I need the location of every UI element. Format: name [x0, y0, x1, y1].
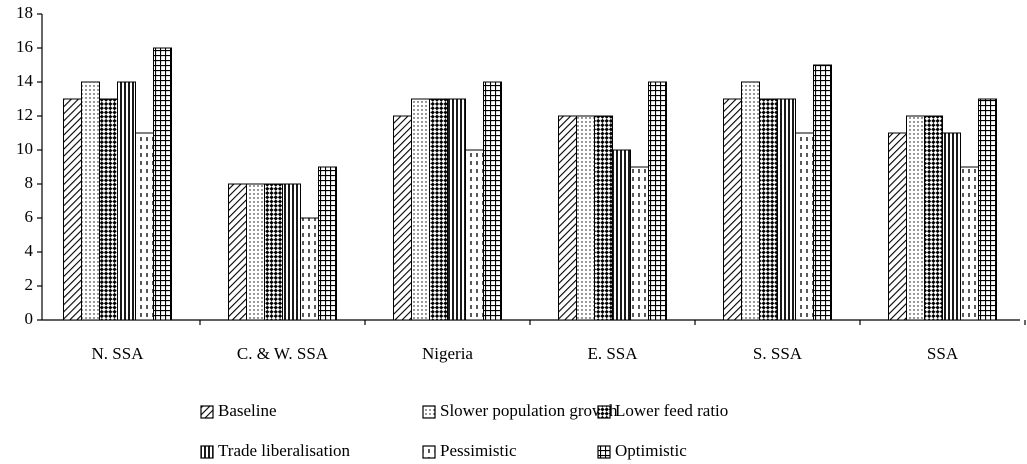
legend-label: Optimistic	[615, 441, 687, 460]
legend-label: Trade liberalisation	[218, 441, 351, 460]
x-tick-label: C. & W. SSA	[237, 344, 329, 363]
legend-label: Lower feed ratio	[615, 401, 728, 420]
legend-swatch	[597, 445, 611, 459]
bar	[777, 98, 796, 321]
bar	[648, 81, 667, 321]
bar	[411, 98, 430, 321]
bar	[723, 98, 742, 321]
legend-label: Baseline	[218, 401, 277, 420]
y-tick-label: 14	[16, 71, 34, 90]
legend-swatch	[422, 445, 436, 459]
bar	[99, 98, 118, 321]
legend-swatch	[597, 405, 611, 419]
y-tick-label: 16	[16, 37, 33, 56]
bar	[135, 132, 154, 321]
x-tick-label: N. SSA	[92, 344, 145, 363]
y-tick-label: 4	[25, 241, 34, 260]
bar	[924, 115, 943, 321]
legend-swatch	[422, 405, 436, 419]
bar	[978, 98, 997, 321]
x-tick-label: SSA	[927, 344, 959, 363]
bar	[813, 64, 832, 321]
bar	[465, 149, 484, 321]
bar	[960, 166, 979, 321]
y-tick-label: 10	[16, 139, 33, 158]
bar	[888, 132, 907, 321]
bar	[153, 47, 172, 321]
legend-swatch	[200, 445, 214, 459]
bar	[282, 183, 301, 321]
bar	[318, 166, 337, 321]
legend-swatch	[200, 405, 214, 419]
bar	[429, 98, 448, 321]
bar	[63, 98, 82, 321]
bar	[741, 81, 760, 321]
bar	[906, 115, 925, 321]
bar	[117, 81, 136, 321]
bar	[630, 166, 649, 321]
bar	[795, 132, 814, 321]
bar	[81, 81, 100, 321]
y-tick-label: 0	[25, 309, 34, 328]
bar	[942, 132, 961, 321]
bar	[246, 183, 265, 321]
bar	[264, 183, 283, 321]
bar	[300, 217, 319, 321]
bar	[759, 98, 778, 321]
x-tick-label: S. SSA	[753, 344, 803, 363]
y-tick-label: 2	[25, 275, 34, 294]
bar	[612, 149, 631, 321]
bar	[594, 115, 613, 321]
bar	[228, 183, 247, 321]
bar	[447, 98, 466, 321]
x-tick-label: Nigeria	[422, 344, 473, 363]
bar	[558, 115, 577, 321]
y-tick-label: 6	[25, 207, 34, 226]
y-tick-label: 8	[25, 173, 34, 192]
bar	[576, 115, 595, 321]
y-tick-label: 12	[16, 105, 33, 124]
legend-label: Pessimistic	[440, 441, 517, 460]
bar	[393, 115, 412, 321]
bar	[483, 81, 502, 321]
y-tick-label: 18	[16, 3, 33, 22]
legend-label: Slower population growth	[440, 401, 618, 420]
x-tick-label: E. SSA	[587, 344, 638, 363]
